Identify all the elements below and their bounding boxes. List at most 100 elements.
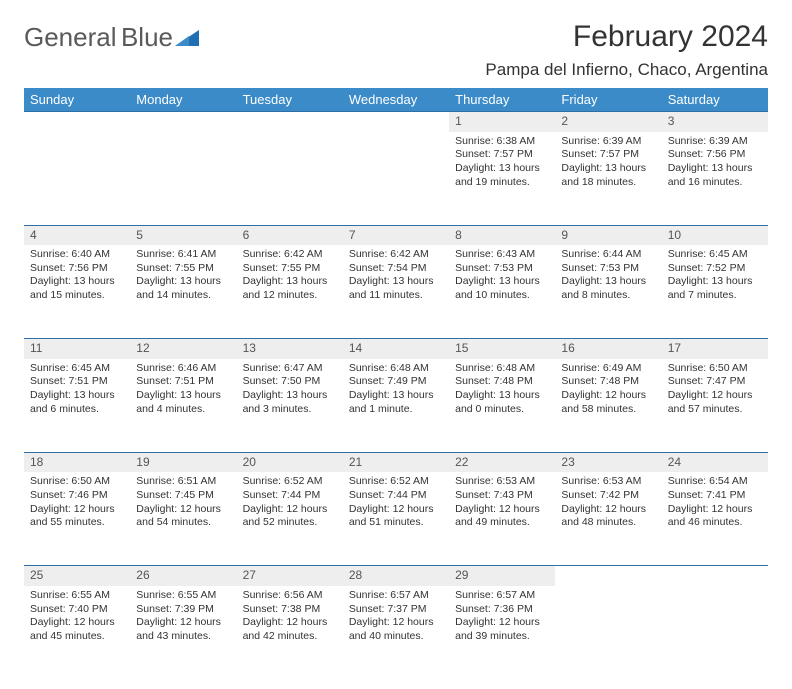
sunset-line: Sunset: 7:43 PM [455,489,549,503]
sunset-line: Sunset: 7:56 PM [668,148,762,162]
day-number-cell: 13 [237,339,343,359]
sunrise-line: Sunrise: 6:50 AM [30,475,124,489]
day-detail-row: Sunrise: 6:40 AMSunset: 7:56 PMDaylight:… [24,245,768,339]
daylight-line: Daylight: 13 hours and 19 minutes. [455,162,549,189]
day-number-cell: 25 [24,566,130,586]
sunset-line: Sunset: 7:44 PM [349,489,443,503]
day-detail-cell: Sunrise: 6:53 AMSunset: 7:42 PMDaylight:… [555,472,661,566]
day-detail-row: Sunrise: 6:50 AMSunset: 7:46 PMDaylight:… [24,472,768,566]
day-detail-row: Sunrise: 6:55 AMSunset: 7:40 PMDaylight:… [24,586,768,679]
day-number-row: 2526272829 [24,566,768,586]
weekday-header: Thursday [449,88,555,112]
sunset-line: Sunset: 7:55 PM [136,262,230,276]
day-number-cell: 23 [555,452,661,472]
daylight-line: Daylight: 12 hours and 48 minutes. [561,503,655,530]
sunset-line: Sunset: 7:53 PM [455,262,549,276]
weekday-header: Monday [130,88,236,112]
daylight-line: Daylight: 12 hours and 58 minutes. [561,389,655,416]
day-number-cell: 24 [662,452,768,472]
daylight-line: Daylight: 13 hours and 12 minutes. [243,275,337,302]
day-number-cell [24,112,130,132]
day-number-cell [237,112,343,132]
daylight-line: Daylight: 12 hours and 55 minutes. [30,503,124,530]
sunset-line: Sunset: 7:41 PM [668,489,762,503]
sunset-line: Sunset: 7:57 PM [455,148,549,162]
day-number-cell: 26 [130,566,236,586]
day-number-cell: 17 [662,339,768,359]
daylight-line: Daylight: 12 hours and 43 minutes. [136,616,230,643]
day-detail-cell: Sunrise: 6:42 AMSunset: 7:55 PMDaylight:… [237,245,343,339]
daylight-line: Daylight: 12 hours and 49 minutes. [455,503,549,530]
daylight-line: Daylight: 13 hours and 7 minutes. [668,275,762,302]
sunrise-line: Sunrise: 6:55 AM [30,589,124,603]
sunset-line: Sunset: 7:49 PM [349,375,443,389]
day-detail-cell: Sunrise: 6:43 AMSunset: 7:53 PMDaylight:… [449,245,555,339]
daylight-line: Daylight: 13 hours and 11 minutes. [349,275,443,302]
daylight-line: Daylight: 12 hours and 40 minutes. [349,616,443,643]
daylight-line: Daylight: 12 hours and 51 minutes. [349,503,443,530]
day-detail-cell [237,132,343,226]
weekday-header: Friday [555,88,661,112]
day-detail-cell [343,132,449,226]
day-number-cell: 29 [449,566,555,586]
day-number-cell: 1 [449,112,555,132]
day-number-cell: 12 [130,339,236,359]
day-number-cell: 21 [343,452,449,472]
day-detail-cell: Sunrise: 6:49 AMSunset: 7:48 PMDaylight:… [555,359,661,453]
day-number-cell [555,566,661,586]
sunset-line: Sunset: 7:38 PM [243,603,337,617]
day-detail-cell: Sunrise: 6:55 AMSunset: 7:40 PMDaylight:… [24,586,130,679]
day-detail-cell: Sunrise: 6:42 AMSunset: 7:54 PMDaylight:… [343,245,449,339]
sunset-line: Sunset: 7:52 PM [668,262,762,276]
daylight-line: Daylight: 12 hours and 52 minutes. [243,503,337,530]
sunrise-line: Sunrise: 6:38 AM [455,135,549,149]
day-detail-cell: Sunrise: 6:50 AMSunset: 7:47 PMDaylight:… [662,359,768,453]
day-number-cell [343,112,449,132]
daylight-line: Daylight: 13 hours and 10 minutes. [455,275,549,302]
sunrise-line: Sunrise: 6:42 AM [243,248,337,262]
day-detail-cell: Sunrise: 6:41 AMSunset: 7:55 PMDaylight:… [130,245,236,339]
day-number-cell: 2 [555,112,661,132]
weekday-header: Sunday [24,88,130,112]
sunset-line: Sunset: 7:46 PM [30,489,124,503]
day-detail-cell: Sunrise: 6:57 AMSunset: 7:36 PMDaylight:… [449,586,555,679]
day-detail-cell: Sunrise: 6:45 AMSunset: 7:51 PMDaylight:… [24,359,130,453]
sunset-line: Sunset: 7:50 PM [243,375,337,389]
day-number-cell: 3 [662,112,768,132]
logo-triangle-icon [175,28,201,50]
day-number-cell: 10 [662,225,768,245]
calendar-table: Sunday Monday Tuesday Wednesday Thursday… [24,88,768,679]
sunrise-line: Sunrise: 6:45 AM [30,362,124,376]
day-detail-cell: Sunrise: 6:44 AMSunset: 7:53 PMDaylight:… [555,245,661,339]
day-detail-cell: Sunrise: 6:38 AMSunset: 7:57 PMDaylight:… [449,132,555,226]
daylight-line: Daylight: 12 hours and 39 minutes. [455,616,549,643]
day-number-cell: 28 [343,566,449,586]
sunset-line: Sunset: 7:51 PM [136,375,230,389]
day-detail-cell [24,132,130,226]
day-number-cell: 22 [449,452,555,472]
sunrise-line: Sunrise: 6:45 AM [668,248,762,262]
sunrise-line: Sunrise: 6:49 AM [561,362,655,376]
sunset-line: Sunset: 7:39 PM [136,603,230,617]
day-number-cell: 20 [237,452,343,472]
logo-text-2: Blue [121,22,173,52]
sunset-line: Sunset: 7:51 PM [30,375,124,389]
daylight-line: Daylight: 13 hours and 0 minutes. [455,389,549,416]
sunset-line: Sunset: 7:56 PM [30,262,124,276]
day-number-cell: 18 [24,452,130,472]
sunrise-line: Sunrise: 6:41 AM [136,248,230,262]
weekday-header-row: Sunday Monday Tuesday Wednesday Thursday… [24,88,768,112]
day-number-cell [130,112,236,132]
day-number-row: 18192021222324 [24,452,768,472]
day-detail-cell: Sunrise: 6:55 AMSunset: 7:39 PMDaylight:… [130,586,236,679]
daylight-line: Daylight: 13 hours and 14 minutes. [136,275,230,302]
sunrise-line: Sunrise: 6:52 AM [349,475,443,489]
day-number-cell: 16 [555,339,661,359]
day-number-cell: 11 [24,339,130,359]
day-detail-cell: Sunrise: 6:57 AMSunset: 7:37 PMDaylight:… [343,586,449,679]
day-number-cell: 14 [343,339,449,359]
day-detail-cell: Sunrise: 6:56 AMSunset: 7:38 PMDaylight:… [237,586,343,679]
day-detail-cell: Sunrise: 6:39 AMSunset: 7:57 PMDaylight:… [555,132,661,226]
sunrise-line: Sunrise: 6:53 AM [455,475,549,489]
day-detail-cell: Sunrise: 6:39 AMSunset: 7:56 PMDaylight:… [662,132,768,226]
